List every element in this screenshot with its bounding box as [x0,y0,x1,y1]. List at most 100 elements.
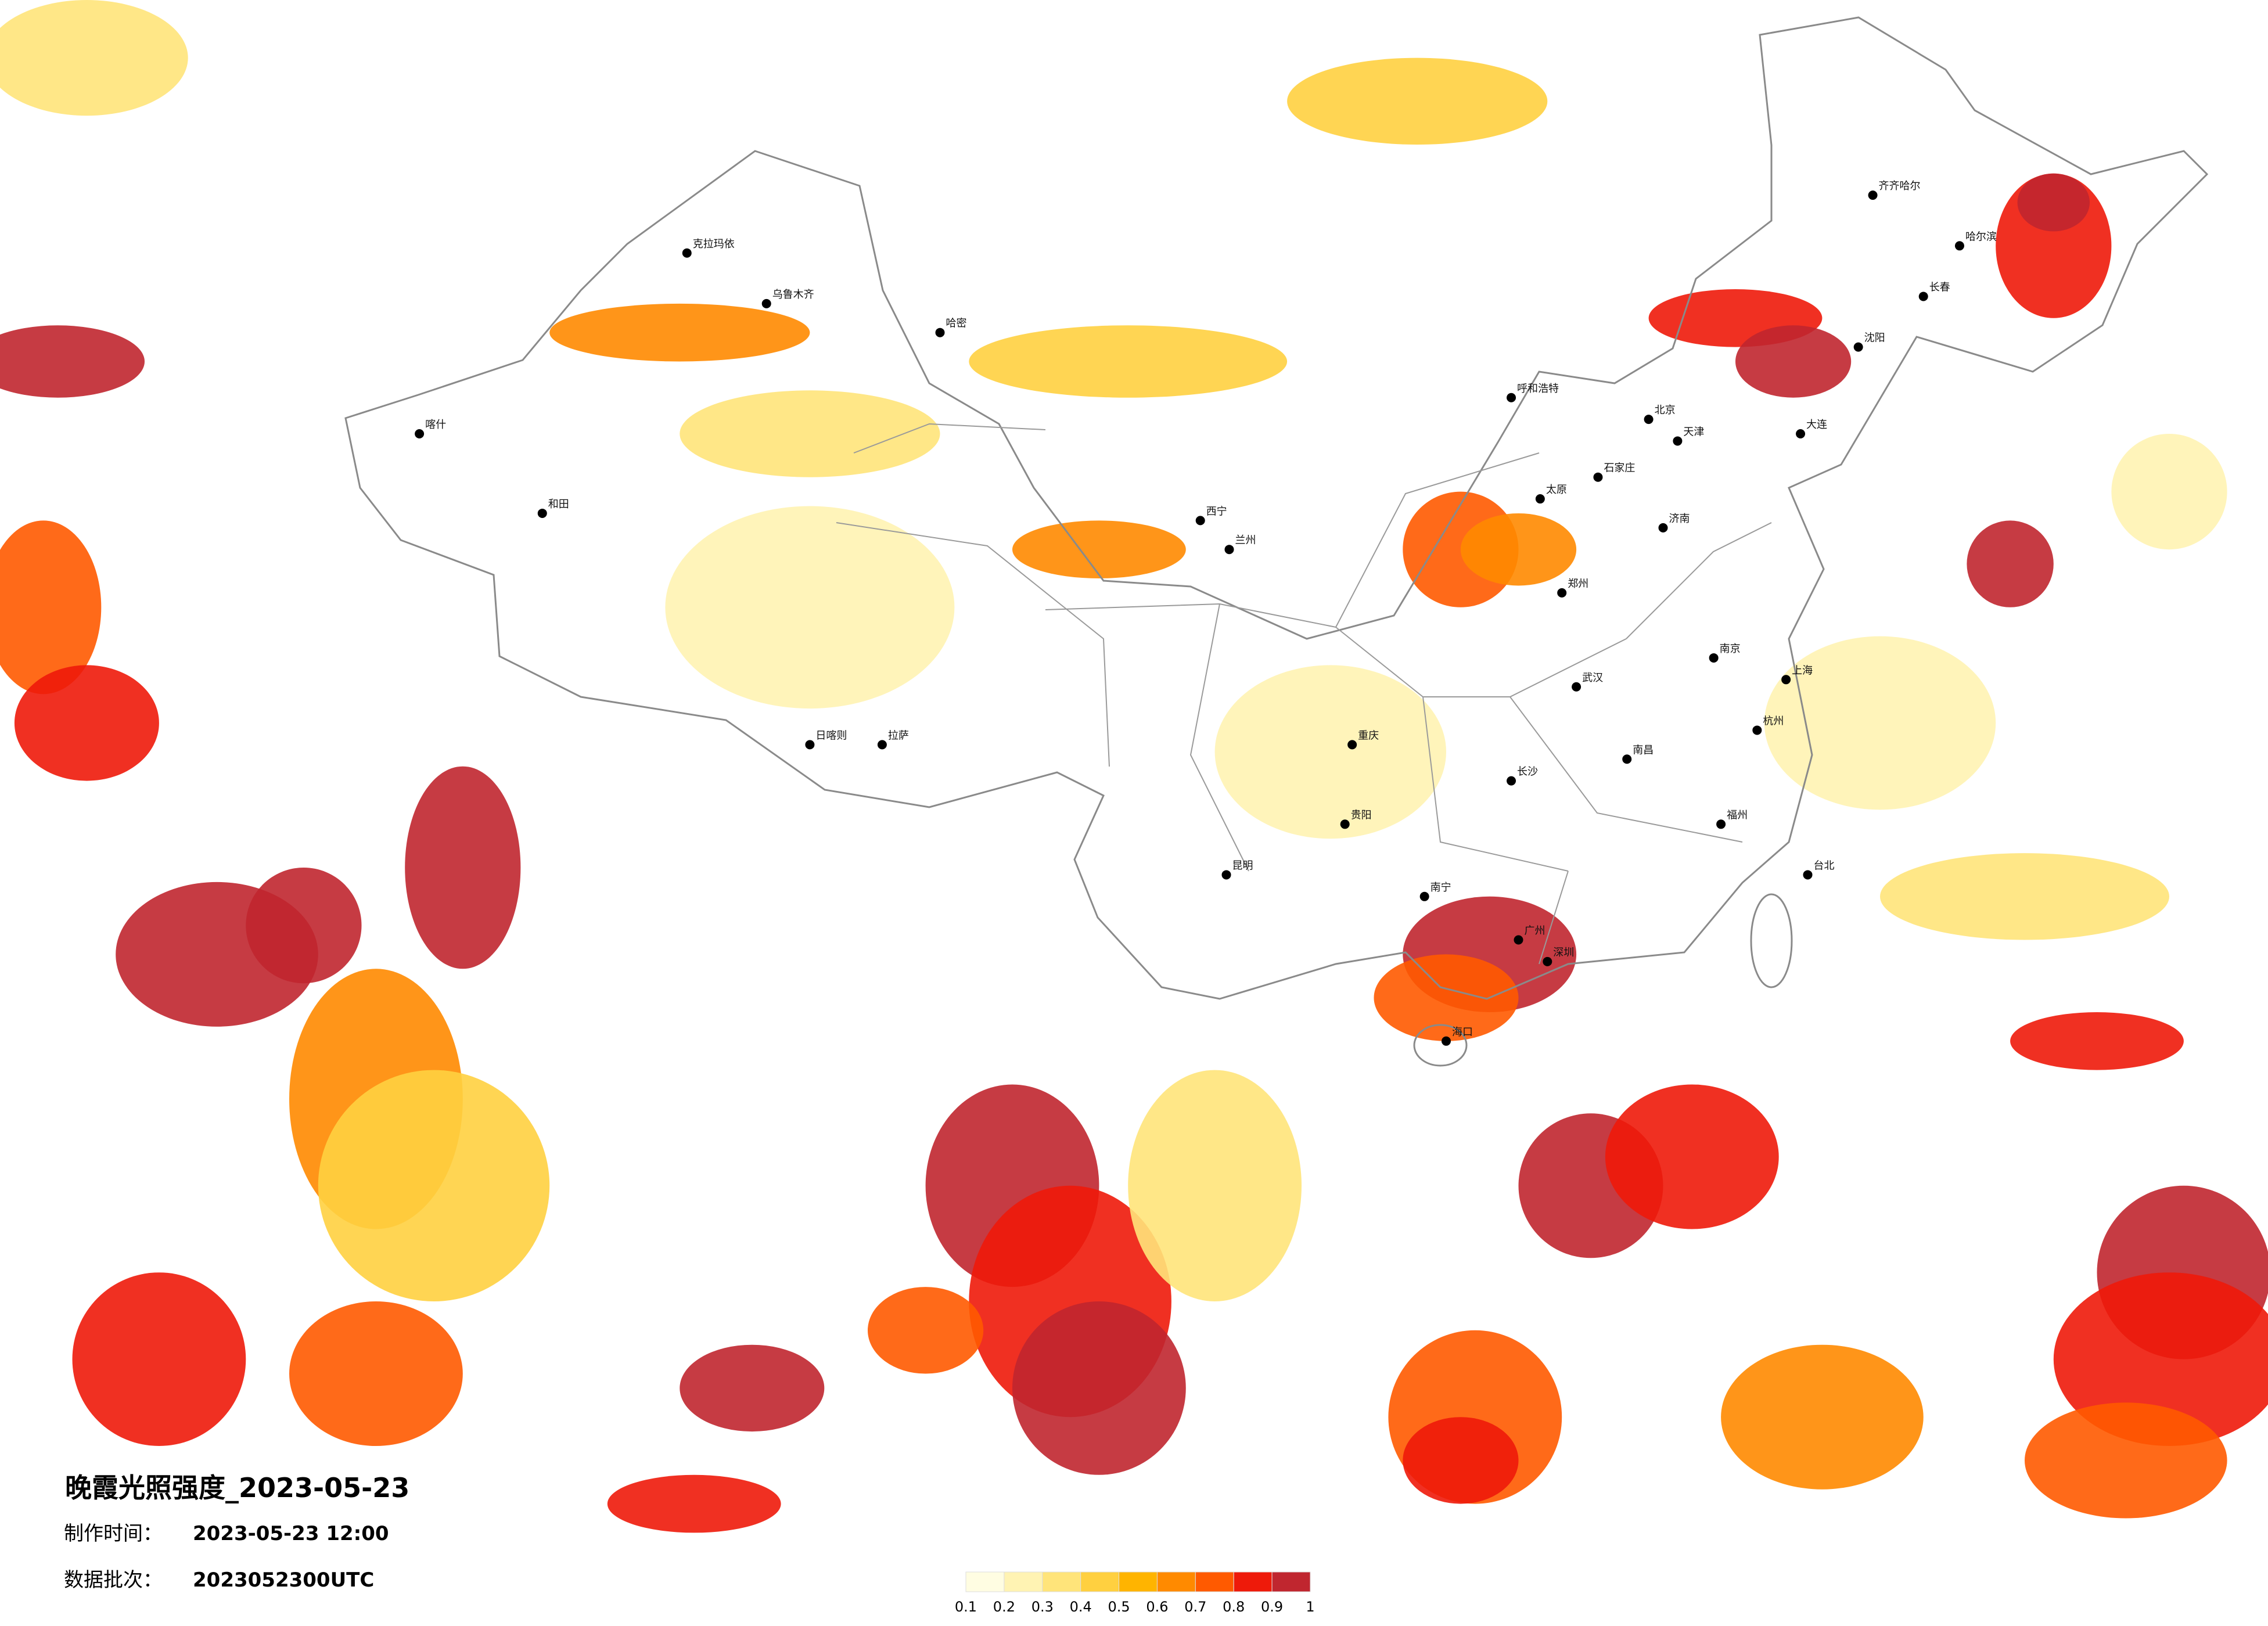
city-label: 呼和浩特 [1517,383,1559,395]
intensity-patch [1735,325,1852,398]
city-dot [1514,935,1523,945]
city-label: 和田 [548,498,569,510]
map-title: 晚霞光照强度_2023-05-23 [65,1472,409,1503]
legend-tick-label: 0.3 [1031,1599,1054,1615]
city-dot [1644,415,1654,425]
intensity-patch [665,506,955,709]
city-dot [1507,776,1516,786]
intensity-patch [1880,853,2169,940]
city-dot [1340,819,1350,829]
city-dot [1781,675,1791,685]
city-dot [1752,725,1762,735]
city-label: 南昌 [1633,744,1654,756]
city-dot [415,429,425,438]
legend-swatch [1156,1571,1196,1592]
city-label: 哈尔滨 [1965,231,1997,243]
legend-swatch [1233,1571,1273,1592]
legend-swatch [965,1571,1005,1592]
intensity-patch [549,303,810,362]
intensity-patch [868,1287,984,1374]
city-label: 天津 [1683,426,1704,438]
legend-tick-label: 0.7 [1184,1599,1206,1615]
city-label: 上海 [1792,664,1813,677]
intensity-patch [0,0,188,116]
city-label: 郑州 [1568,578,1588,590]
city-dot [1658,523,1668,533]
city-label: 贵阳 [1351,809,1372,821]
city-label: 兰州 [1235,534,1256,546]
batch-label: 数据批次： [64,1569,163,1592]
city-dot [1507,393,1516,402]
city-label: 南宁 [1430,882,1451,894]
city-dot [1442,1036,1451,1046]
city-dot [1796,429,1806,438]
intensity-patch [14,665,159,781]
city-dot [877,740,887,750]
taiwan [1750,893,1793,988]
intensity-patch [1967,520,2054,607]
legend-tick-label: 0.1 [955,1599,977,1615]
intensity-patch [1764,636,1996,810]
intensity-patch [405,766,521,969]
city-dot [537,508,547,518]
intensity-patch [1403,1417,1519,1504]
legend-tick-label: 0.2 [993,1599,1015,1615]
intensity-patch [680,390,940,477]
city-dot [1673,436,1683,446]
city-dot [761,298,771,308]
city-label: 广州 [1525,925,1545,937]
city-label: 海口 [1452,1026,1473,1038]
intensity-patch [969,325,1288,398]
intensity-patch [1605,1084,1779,1229]
legend-tick-label: 0.5 [1108,1599,1130,1615]
city-label: 南京 [1720,643,1741,655]
city-label: 深圳 [1553,947,1574,959]
intensity-patch [607,1474,781,1533]
legend-tick-label: 0.8 [1223,1599,1245,1615]
city-dot [1195,516,1205,526]
make-time: 2023-05-23 12:00 [193,1522,389,1545]
intensity-field [0,0,2268,1533]
legend-swatch [1080,1571,1120,1592]
country-border [344,16,2209,1000]
intensity-patch [1721,1344,1924,1490]
intensity-patch [246,868,362,984]
city-dot [1347,740,1357,750]
city-dot [1716,819,1726,829]
legend-tick-label: 1 [1306,1599,1314,1615]
city-dot [1557,588,1567,598]
city-dot [1868,190,1878,200]
intensity-patch [1287,57,1548,145]
city-label: 昆明 [1232,859,1253,872]
intensity-patch [680,1344,825,1432]
city-label: 杭州 [1763,715,1784,727]
city-label: 北京 [1655,404,1676,416]
city-label: 台北 [1814,859,1835,872]
intensity-patch [1012,1301,1186,1475]
city-dot [805,740,815,750]
city-label: 长春 [1929,281,1950,293]
city-label: 济南 [1669,513,1690,525]
province-borders [836,423,1772,965]
intensity-patch [1128,1070,1302,1301]
city-dot [1535,494,1545,504]
intensity-patch [0,520,102,695]
intensity-patch [72,1272,246,1447]
intensity-patch [1374,954,1519,1041]
city-dot [1803,870,1813,880]
hainan [1413,1024,1468,1067]
intensity-patch [0,325,145,398]
legend: 0.1 0.2 0.3 0.4 0.5 0.6 0.7 0.8 0.9 1 [955,1571,1315,1615]
city-label: 重庆 [1358,729,1379,742]
city-label: 西宁 [1206,505,1227,517]
legend-swatch [1119,1571,1158,1592]
batch: 2023052300UTC [193,1569,374,1592]
city-dot [682,248,692,258]
city-dot [1543,956,1552,966]
city-dot [1853,342,1863,352]
city-dot [1622,754,1632,764]
city-dot [1593,472,1603,482]
